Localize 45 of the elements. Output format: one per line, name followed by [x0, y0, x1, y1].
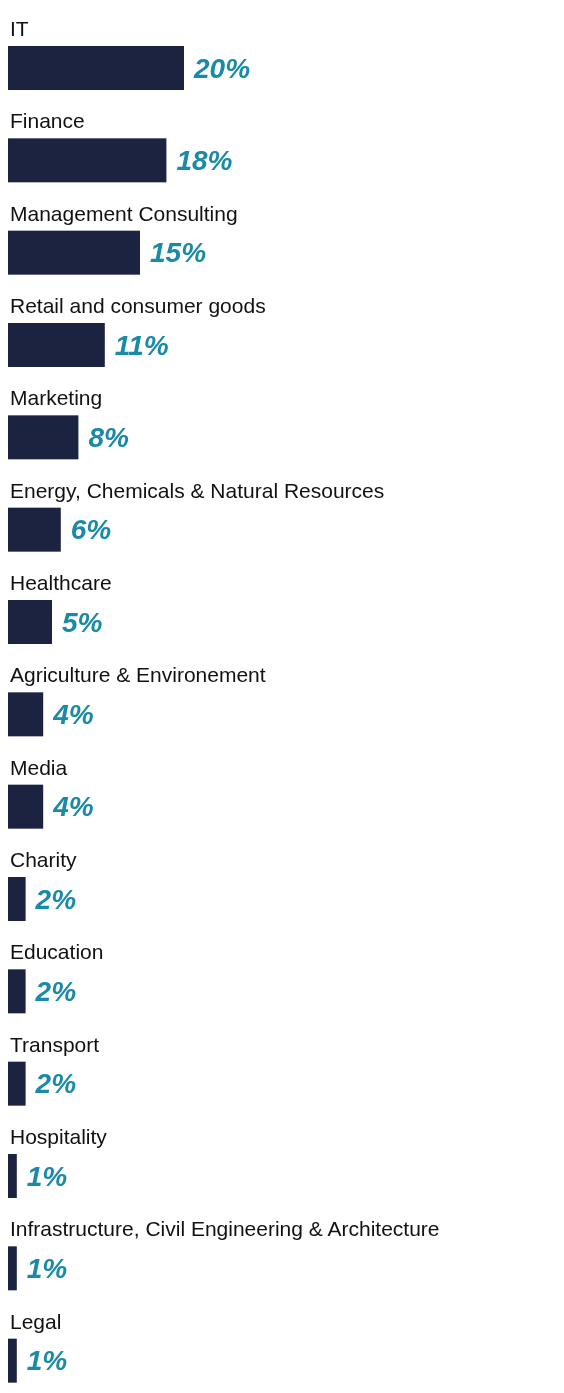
y-tick-label: Retail and consumer goods — [10, 294, 266, 317]
bar — [8, 877, 26, 921]
bar — [8, 415, 79, 460]
bar — [8, 969, 26, 1014]
y-tick-label: Legal — [10, 1309, 62, 1333]
data-label: 11% — [114, 329, 169, 361]
bar — [8, 230, 140, 275]
data-label: 2% — [34, 975, 77, 1007]
bar — [8, 600, 52, 644]
data-label: 18% — [176, 144, 233, 176]
y-tick-label: Management Consulting — [10, 201, 238, 225]
data-label: 20% — [193, 52, 251, 84]
data-label: 2% — [34, 883, 77, 915]
y-tick-label: Transport — [10, 1032, 100, 1056]
bar — [8, 507, 61, 552]
bar — [8, 323, 105, 367]
data-label: 2% — [34, 1068, 77, 1100]
y-tick-label: IT — [10, 17, 29, 40]
data-label: 4% — [52, 698, 94, 730]
data-label: 1% — [26, 1252, 68, 1284]
bar — [8, 1338, 17, 1383]
data-label: 1% — [26, 1160, 68, 1192]
y-tick-label: Marketing — [10, 386, 103, 410]
bar — [8, 1246, 17, 1291]
bar — [8, 1154, 17, 1198]
data-label: 4% — [52, 791, 94, 823]
bar — [8, 1061, 26, 1106]
y-tick-label: Infrastructure, Civil Engineering & Architecture — [10, 1217, 440, 1241]
bar — [8, 138, 167, 183]
y-tick-label: Finance — [10, 109, 85, 133]
y-tick-label: Healthcare — [10, 571, 112, 594]
y-tick-label: Media — [10, 755, 68, 779]
data-label: 15% — [150, 237, 207, 269]
y-tick-label: Charity — [10, 848, 78, 871]
data-label: 8% — [88, 421, 129, 453]
y-tick-label: Energy, Chemicals & Natural Resources — [10, 478, 385, 502]
bar — [8, 692, 44, 737]
data-label: 1% — [26, 1345, 68, 1377]
data-label: 5% — [62, 606, 103, 638]
y-tick-label: Education — [10, 940, 104, 964]
bar — [8, 784, 44, 829]
data-label: 6% — [70, 514, 112, 546]
bar — [8, 46, 184, 90]
y-tick-label: Agriculture & Environement — [10, 663, 266, 687]
y-tick-label: Hospitality — [10, 1125, 108, 1148]
